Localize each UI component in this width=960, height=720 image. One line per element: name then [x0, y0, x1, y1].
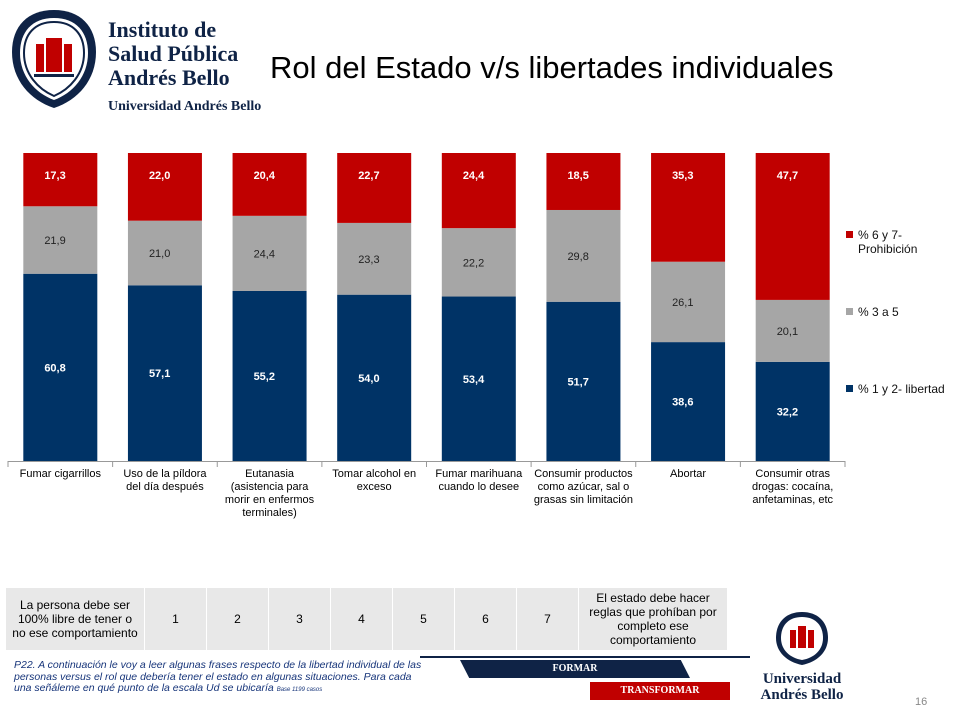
data-label: 32,2 [777, 406, 798, 418]
university-shield-icon [776, 612, 828, 665]
scale-value-6: 6 [454, 588, 517, 650]
legend-label: % 3 a 5 [858, 305, 899, 319]
data-label: 17,3 [44, 170, 65, 182]
data-label: 21,0 [149, 248, 170, 260]
logo-line-3: Andrés Bello [108, 65, 230, 90]
data-label: 47,7 [777, 170, 798, 182]
data-label: 54,0 [358, 373, 379, 385]
bar-segment [651, 261, 726, 343]
category-label: Fumar marihuana cuando lo desee [435, 468, 523, 493]
institute-logo: Instituto de Salud Pública Andrés Bello … [8, 8, 261, 114]
bar-segment [755, 361, 830, 461]
bar-segment [546, 153, 621, 210]
scale-value-2: 2 [206, 588, 269, 650]
scale-value-5: 5 [392, 588, 455, 650]
bar-segment [337, 153, 412, 223]
logo-line-4: Universidad Andrés Bello [108, 99, 262, 114]
stacked-bar-chart: 60,8 21,9 17,3 57,1 21,0 22,0 55,2 24,4 20,4 54,0… [7, 153, 846, 467]
bar-segment [546, 301, 621, 461]
legend-label: % 1 y 2- libertad [858, 382, 945, 396]
logo-line-1: Instituto de [108, 17, 217, 42]
scale-value-3: 3 [268, 588, 331, 650]
data-label: 24,4 [254, 248, 275, 260]
category-label: Fumar cigarrillos [19, 468, 101, 480]
legend-label: % 6 y 7- Prohibición [858, 228, 918, 256]
bar-segment [441, 296, 516, 461]
data-label: 26,1 [672, 297, 693, 309]
page-number: 16 [915, 696, 928, 708]
banner-transformar: TRANSFORMAR [590, 682, 730, 700]
bar-segment [337, 294, 412, 461]
footnote-text: P22. A continuación le voy a leer alguna… [14, 659, 422, 694]
data-label: 60,8 [44, 362, 65, 374]
data-label: 23,3 [358, 254, 379, 266]
legend-swatch [846, 231, 853, 238]
scale-right-label: El estado debe hacer reglas que prohíban… [578, 588, 728, 650]
data-label: 21,9 [44, 235, 65, 247]
bar-segment [23, 153, 98, 207]
data-label: 22,7 [358, 170, 379, 182]
banner-formar: FORMAR [460, 660, 690, 678]
bar-segment [232, 153, 307, 216]
logo-line-2: Salud Pública [108, 41, 239, 66]
scale-value-7: 7 [516, 588, 579, 650]
bar-segment [651, 153, 726, 262]
bar-segment [441, 228, 516, 297]
bar-segment [127, 220, 202, 286]
data-label: 57,1 [149, 368, 170, 380]
data-label: 29,8 [567, 251, 588, 263]
institute-logo-text: Instituto de Salud Pública Andrés Bello … [108, 18, 268, 116]
legend-swatch [846, 308, 853, 315]
bar-segment [23, 273, 98, 461]
scale-value-1: 1 [144, 588, 207, 650]
scale-table: La persona debe ser 100% libre de tener … [6, 588, 728, 650]
footnote-base: Base 1199 casos [276, 687, 323, 693]
bar-segment [755, 153, 830, 300]
bar-segment [232, 215, 307, 291]
category-label: Uso de la píldora del día después [123, 468, 207, 493]
footnote: P22. A continuación le voy a leer alguna… [14, 659, 424, 697]
university-logo-line-1: Universidad [762, 671, 842, 687]
university-logo-line-2: Andrés Bello [760, 687, 844, 703]
data-label: 22,2 [463, 257, 484, 269]
data-label: 55,2 [254, 371, 275, 383]
bar-segment [337, 222, 412, 295]
shield-logo-icon [12, 10, 96, 108]
data-label: 24,4 [463, 170, 485, 182]
bar-segment [651, 342, 726, 461]
category-label: Tomar alcohol en exceso [332, 468, 417, 493]
data-label: 20,4 [254, 170, 276, 182]
data-label: 38,6 [672, 397, 693, 409]
data-label: 35,3 [672, 170, 693, 182]
slide-title: Rol del Estado v/s libertades individual… [270, 50, 834, 85]
category-label: Eutanasia (asistencia para morir en enfe… [224, 468, 315, 519]
data-label: 20,1 [777, 326, 798, 338]
data-label: 18,5 [567, 170, 588, 182]
scale-left-label: La persona debe ser 100% libre de tener … [6, 588, 145, 650]
bar-segment [127, 285, 202, 461]
bar-segment [441, 153, 516, 229]
data-label: 51,7 [567, 376, 588, 388]
data-label: 22,0 [149, 170, 170, 182]
bar-segment [755, 299, 830, 362]
category-label: Abortar [670, 468, 707, 480]
university-logo: Universidad Andrés Bello [752, 610, 852, 710]
scale-value-4: 4 [330, 588, 393, 650]
bar-segment [23, 206, 98, 274]
legend-swatch [846, 385, 853, 392]
category-label: Consumir otras drogas: cocaína, anfetami… [752, 468, 834, 506]
bar-segment [127, 153, 202, 221]
bar-segment [232, 290, 307, 461]
banner-divider [420, 656, 750, 658]
category-label: Consumir productos como azúcar, sal o gr… [533, 468, 633, 506]
bar-segment [546, 209, 621, 302]
data-label: 53,4 [463, 374, 485, 386]
